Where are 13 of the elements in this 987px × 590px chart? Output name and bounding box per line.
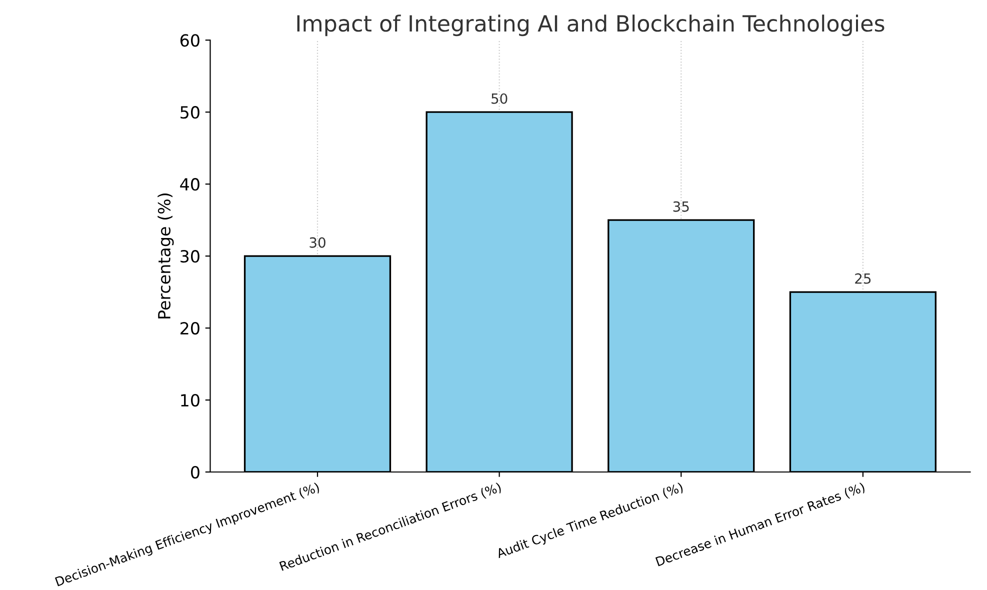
y-tick-label: 40 bbox=[180, 178, 200, 191]
chart-title: Impact of Integrating AI and Blockchain Technologies bbox=[297, 14, 884, 36]
y-tick-label: 50 bbox=[180, 106, 200, 119]
y-tick-label: 20 bbox=[180, 322, 200, 335]
y-tick-label: 30 bbox=[180, 250, 200, 263]
data-label: 35 bbox=[673, 201, 689, 212]
y-tick-label: 0 bbox=[191, 466, 200, 479]
data-label: 50 bbox=[492, 93, 508, 104]
data-label: 30 bbox=[310, 237, 326, 248]
y-tick-label: 10 bbox=[181, 394, 200, 407]
y-axis-title: Percentage (%) bbox=[158, 194, 174, 318]
data-label: 25 bbox=[855, 273, 871, 284]
y-tick-label: 60 bbox=[180, 34, 200, 47]
